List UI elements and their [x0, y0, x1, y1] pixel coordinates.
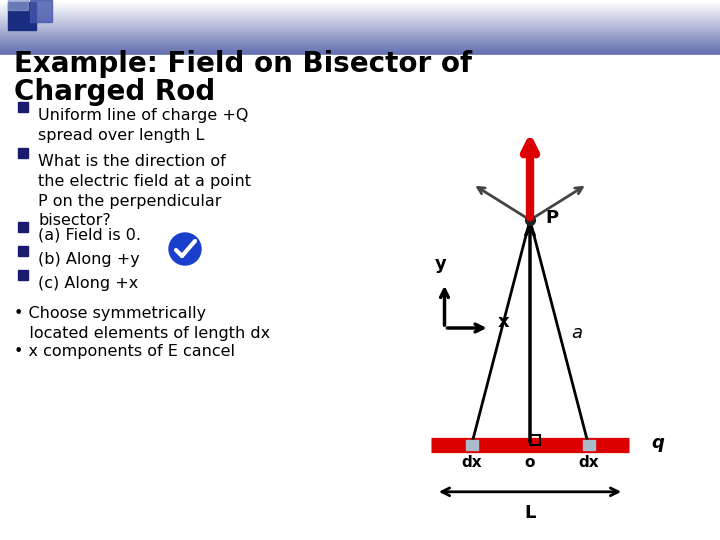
Bar	[0, 12, 720, 13]
Bar	[0, 31, 720, 32]
Bar	[18, 148, 28, 158]
Text: Charged Rod: Charged Rod	[14, 78, 215, 106]
Text: q: q	[651, 434, 664, 452]
Bar	[0, 43, 720, 44]
Bar	[0, 45, 720, 46]
Circle shape	[169, 233, 201, 265]
Text: dx: dx	[462, 455, 482, 470]
Bar	[0, 32, 720, 33]
Text: Example: Field on Bisector of: Example: Field on Bisector of	[14, 50, 472, 78]
Bar	[0, 51, 720, 52]
Bar	[0, 4, 720, 5]
Bar	[0, 55, 720, 540]
Bar	[0, 36, 720, 37]
Bar	[0, 8, 720, 9]
Bar	[0, 19, 720, 20]
Bar	[0, 13, 720, 14]
Bar	[0, 50, 720, 51]
Text: What is the direction of
the electric field at a point
P on the perpendicular
bi: What is the direction of the electric fi…	[38, 154, 251, 228]
Bar	[0, 37, 720, 38]
Bar	[0, 16, 720, 17]
Bar	[0, 17, 720, 18]
Bar	[18, 270, 28, 280]
Bar	[0, 24, 720, 25]
Bar	[0, 54, 720, 55]
Bar	[8, 0, 28, 10]
Text: (c) Along +x: (c) Along +x	[38, 276, 138, 291]
Bar	[0, 42, 720, 43]
Bar	[0, 49, 720, 50]
Bar	[0, 9, 720, 10]
Bar	[0, 15, 720, 16]
Text: L: L	[524, 504, 536, 522]
Bar	[0, 35, 720, 36]
Bar	[0, 40, 720, 41]
Bar	[0, 41, 720, 42]
Bar	[0, 33, 720, 34]
Bar	[0, 0, 720, 1]
Text: a: a	[571, 323, 582, 341]
Text: • x components of E cancel: • x components of E cancel	[14, 344, 235, 359]
Bar	[0, 47, 720, 48]
Text: (a) Field is 0.: (a) Field is 0.	[38, 228, 141, 243]
Text: P: P	[545, 209, 558, 227]
Bar	[0, 23, 720, 24]
Text: • Choose symmetrically
   located elements of length dx: • Choose symmetrically located elements …	[14, 306, 270, 341]
Bar	[0, 5, 720, 6]
Bar	[0, 34, 720, 35]
Bar	[0, 14, 720, 15]
Bar	[0, 21, 720, 22]
Bar	[0, 18, 720, 19]
Bar	[0, 28, 720, 29]
Bar	[0, 1, 720, 2]
Bar	[0, 2, 720, 3]
Bar	[0, 27, 720, 28]
Bar	[18, 246, 28, 256]
Bar	[0, 29, 720, 30]
Bar	[0, 7, 720, 8]
Bar	[0, 25, 720, 26]
Bar	[30, 0, 52, 22]
Bar	[0, 20, 720, 21]
Bar	[0, 46, 720, 47]
Bar	[0, 38, 720, 39]
Bar	[0, 39, 720, 40]
Bar	[0, 30, 720, 31]
Text: dx: dx	[578, 455, 599, 470]
Bar	[0, 22, 720, 23]
Text: o: o	[525, 455, 535, 470]
Bar	[0, 3, 720, 4]
Bar	[0, 10, 720, 11]
Bar	[0, 26, 720, 27]
Bar	[530, 435, 540, 445]
Bar	[466, 440, 477, 450]
Text: (b) Along +y: (b) Along +y	[38, 252, 140, 267]
Bar	[0, 53, 720, 54]
Bar	[18, 102, 28, 112]
Bar	[582, 440, 595, 450]
Bar	[0, 44, 720, 45]
Bar	[8, 2, 36, 30]
Bar	[0, 48, 720, 49]
Text: y: y	[435, 255, 446, 273]
Text: Uniform line of charge +Q
spread over length L: Uniform line of charge +Q spread over le…	[38, 108, 248, 143]
Bar	[0, 6, 720, 7]
Bar	[0, 11, 720, 12]
Bar	[18, 222, 28, 232]
Bar	[0, 52, 720, 53]
Text: x: x	[498, 313, 509, 331]
